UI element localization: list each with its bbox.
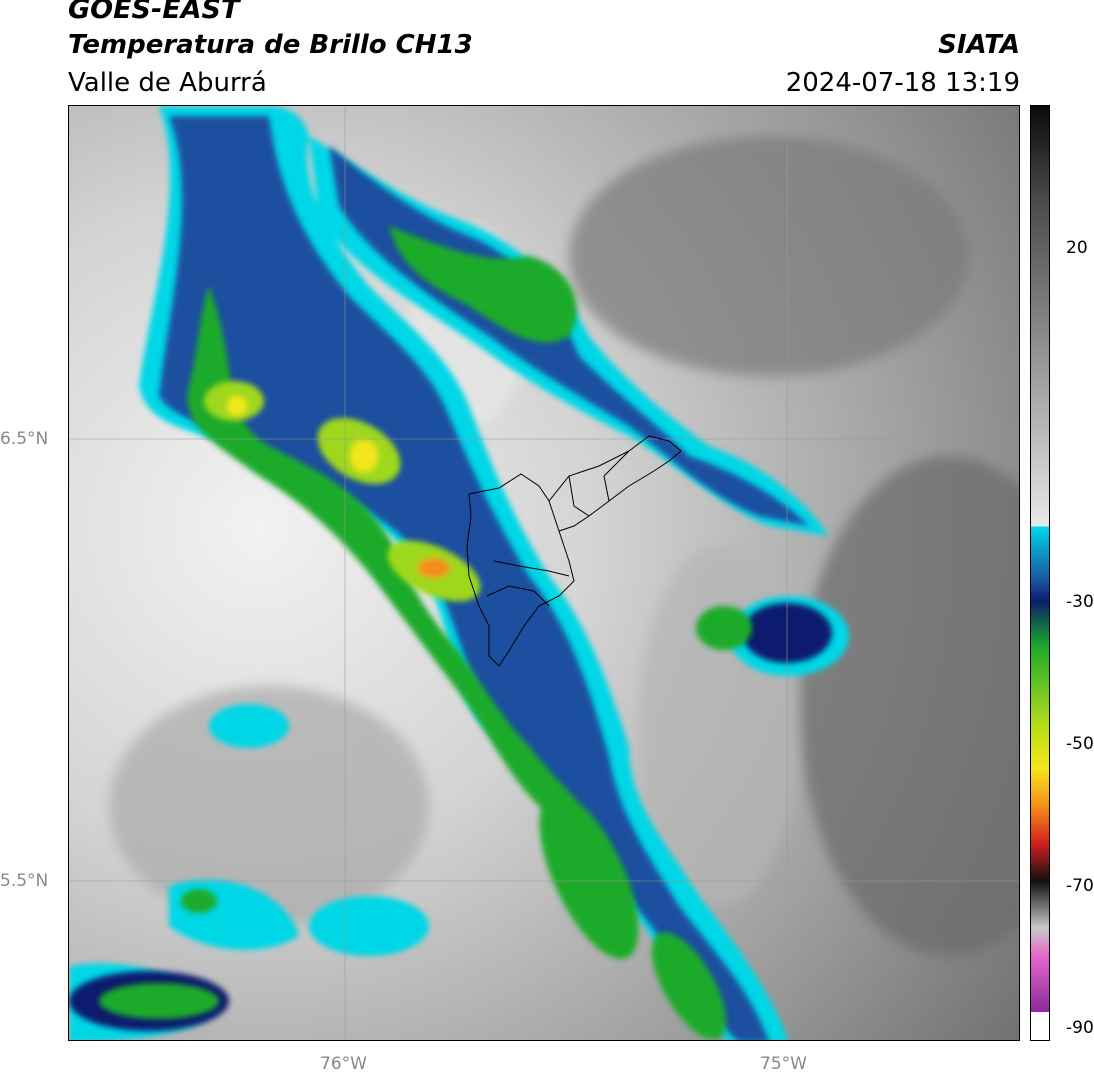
lon-label-76w: 76°W: [320, 1054, 367, 1074]
colorbar-tick-minus50: -50: [1066, 734, 1094, 754]
region-label: Valle de Aburrá: [68, 68, 267, 98]
cloud-core-yellow: [204, 381, 481, 602]
colorbar-gradient: [1031, 106, 1049, 1040]
datetime-label: 2024-07-18 13:19: [785, 68, 1020, 98]
graticule: [69, 106, 1019, 1040]
colorbar-tick-minus30: -30: [1066, 592, 1094, 612]
satellite-title: GOES-EAST: [68, 0, 240, 25]
org-label: SIATA: [938, 30, 1020, 60]
satellite-map[interactable]: [68, 105, 1020, 1041]
colorbar-tick-minus90: -90: [1066, 1018, 1094, 1038]
lat-label-6-5: 6.5°N: [0, 429, 49, 449]
map-canvas: [69, 106, 1019, 1040]
colorbar-tick-20: 20: [1066, 238, 1088, 258]
colorbar-tick-minus70: -70: [1066, 876, 1094, 896]
lat-label-5-5: 5.5°N: [0, 871, 49, 891]
product-title: Temperatura de Brillo CH13: [68, 30, 473, 60]
boundary-lines-icon: [466, 435, 682, 667]
colorbar: [1030, 105, 1050, 1041]
lon-label-75w: 75°W: [760, 1054, 807, 1074]
